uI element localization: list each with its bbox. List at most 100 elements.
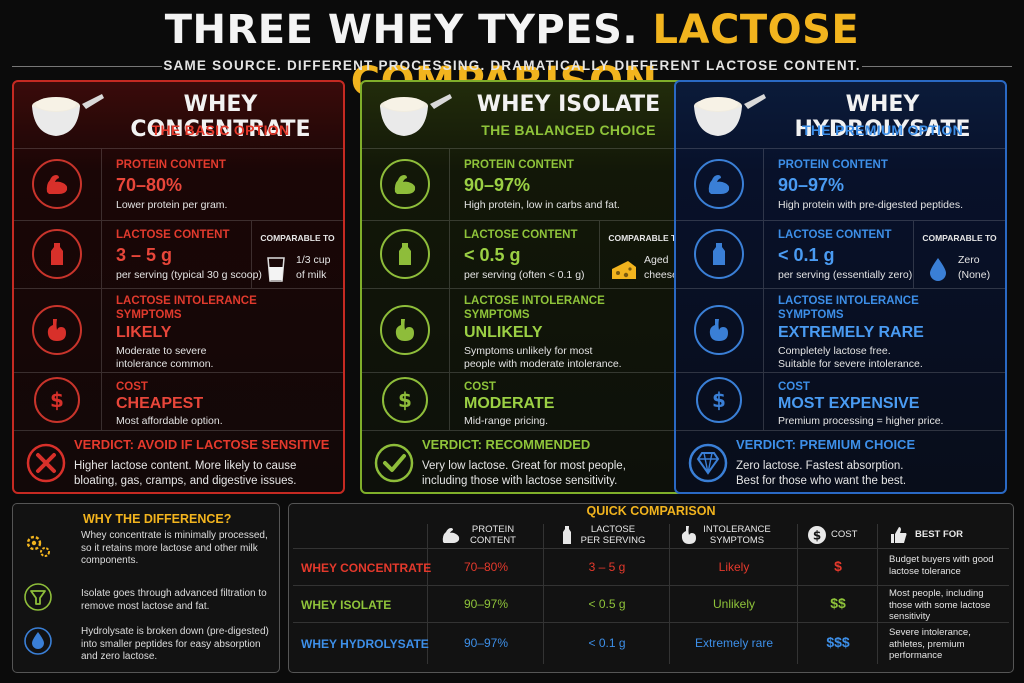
symptoms-desc-2: people with moderate intolerance. <box>464 358 622 370</box>
verdict-text-1: Higher lactose content. More likely to c… <box>74 460 297 472</box>
row-cost: $$$ <box>826 634 850 650</box>
symptoms-value: LIKELY <box>116 324 172 341</box>
lactose-row: LACTOSE CONTENT < 0.1 g per serving (ess… <box>676 220 1005 288</box>
row-name: WHEY HYDROLYSATE <box>301 637 429 651</box>
scoop-icon <box>32 94 104 136</box>
row-symptoms: Unlikely <box>712 597 755 611</box>
protein-row: PROTEIN CONTENT 90–97% High protein, low… <box>362 148 691 220</box>
cost-label: COST <box>778 381 810 393</box>
stomach-icon <box>380 305 430 355</box>
symptoms-desc-2: intolerance common. <box>116 358 214 370</box>
header-best-for: BEST FOR <box>889 518 999 554</box>
symptoms-desc-2: Suitable for severe intolerance. <box>778 358 923 370</box>
dollar-icon: $ <box>382 377 428 423</box>
table-row: WHEY HYDROLYSATE 90–97% < 0.1 g Extremel… <box>293 622 1009 666</box>
lactose-value: 3 – 5 g <box>116 245 173 265</box>
scoop-icon <box>380 94 452 136</box>
verdict-row: VERDICT: AVOID IF LACTOSE SENSITIVE High… <box>14 430 343 492</box>
verdict-row: VERDICT: RECOMMENDED Very low lactose. G… <box>362 430 691 492</box>
header-protein: PROTEIN CONTENT <box>441 518 531 554</box>
gears-icon <box>26 535 50 557</box>
lactose-desc: per serving (typical 30 g scoop) <box>116 269 262 281</box>
comparable-label: COMPARABLE TO <box>608 233 683 243</box>
row-best-for: Budget buyers with good lactose toleranc… <box>889 554 994 577</box>
lactose-label: LACTOSE CONTENT <box>464 229 578 241</box>
symptoms-desc-1: Symptoms unlikely for most <box>464 345 593 357</box>
milk-bottle-icon <box>32 229 82 279</box>
muscle-icon <box>442 528 460 543</box>
comparable-value-2: of milk <box>296 269 327 281</box>
header-protein-2: CONTENT <box>470 535 516 546</box>
card-title: WHEY ISOLATE <box>476 92 661 117</box>
comparable-value-1: 1/3 cup <box>296 254 331 266</box>
why-text-concentrate: Whey concentrate is minimally processed,… <box>81 530 268 566</box>
header-symptoms: INTOLERANCE SYMPTOMS <box>679 518 789 554</box>
header-cost: $ COST <box>807 518 877 554</box>
quick-title: QUICK COMPARISON <box>586 504 716 518</box>
diamond-icon <box>688 443 728 483</box>
dollar-icon: $ <box>34 377 80 423</box>
muscle-icon <box>32 159 82 209</box>
stomach-icon <box>32 305 82 355</box>
dollar-icon: $ <box>808 526 826 544</box>
symptoms-value: EXTREMELY RARE <box>778 324 924 341</box>
card-title: WHEY HYDROLYSATE <box>794 92 971 142</box>
header-lactose-2: PER SERVING <box>580 535 646 546</box>
lactose-row: LACTOSE CONTENT < 0.5 g per serving (oft… <box>362 220 691 288</box>
card-whey-hydrolysate: WHEY HYDROLYSATE THE PREMIUM OPTION PROT… <box>674 80 1007 494</box>
verdict-row: VERDICT: PREMIUM CHOICE Zero lactose. Fa… <box>676 430 1005 492</box>
row-protein: 70–80% <box>463 560 509 574</box>
row-cost: $ <box>834 558 842 574</box>
why-the-difference-panel: WHY THE DIFFERENCE? Whey concentrate is … <box>12 503 280 673</box>
cost-row: $ COST MOST EXPENSIVE Premium processing… <box>676 372 1005 430</box>
drop-icon <box>24 627 52 655</box>
symptoms-label-1: LACTOSE INTOLERANCE <box>778 295 919 307</box>
header-best-label: BEST FOR <box>915 529 964 540</box>
row-best-for: Most people, including those with some l… <box>889 588 991 622</box>
lactose-value: < 0.5 g <box>464 245 521 265</box>
symptoms-desc-1: Completely lactose free. <box>778 345 891 357</box>
title-part-1: THREE WHEY TYPES. <box>164 7 639 53</box>
comparable-label: COMPARABLE TO <box>922 233 997 243</box>
comparable-box: COMPARABLE TO Aged cheese <box>599 221 691 288</box>
divider-left <box>12 66 162 67</box>
symptoms-value: UNLIKELY <box>464 324 543 341</box>
quick-comparison-table: QUICK COMPARISON PROTEIN CONTENT LACTOSE… <box>288 503 1014 673</box>
row-protein: 90–97% <box>463 597 509 611</box>
card-subtitle: THE BALANCED CHOICE <box>481 122 656 138</box>
comparable-label: COMPARABLE TO <box>260 233 335 243</box>
row-best-for: Severe intolerance, athletes, premium pe… <box>889 627 971 661</box>
protein-desc: Lower protein per gram. <box>116 199 228 211</box>
cost-value: MODERATE <box>464 395 555 412</box>
lactose-label: LACTOSE CONTENT <box>778 229 892 241</box>
svg-text:$: $ <box>712 388 726 412</box>
symptoms-row: LACTOSE INTOLERANCE SYMPTOMS LIKELY Mode… <box>14 288 343 372</box>
why-text-isolate: Isolate goes through advanced filtration… <box>81 588 267 612</box>
dollar-icon: $ <box>696 377 742 423</box>
row-symptoms: Extremely rare <box>694 636 774 650</box>
cost-desc: Premium processing = higher price. <box>778 415 944 427</box>
comparable-value-1: Zero <box>958 254 980 266</box>
lactose-desc: per serving (essentially zero) <box>778 269 913 281</box>
cost-value: CHEAPEST <box>116 395 204 412</box>
muscle-icon <box>380 159 430 209</box>
verdict-label: VERDICT: PREMIUM CHOICE <box>736 437 916 452</box>
table-row: WHEY ISOLATE 90–97% < 0.5 g Unlikely $$ … <box>293 585 1009 622</box>
verdict-text-1: Zero lactose. Fastest absorption. <box>736 460 904 472</box>
comparable-value-1: Aged <box>644 254 669 266</box>
cost-row: $ COST MODERATE Mid-range pricing. <box>362 372 691 430</box>
verdict-text-2: bloating, gas, cramps, and digestive iss… <box>74 475 297 487</box>
svg-text:$: $ <box>50 388 64 412</box>
header-symptoms-2: SYMPTOMS <box>709 535 765 546</box>
symptoms-label-1: LACTOSE INTOLERANCE <box>464 295 605 307</box>
card-whey-isolate: WHEY ISOLATE THE BALANCED CHOICE PROTEIN… <box>360 80 693 494</box>
stomach-icon <box>694 305 744 355</box>
protein-label: PROTEIN CONTENT <box>464 159 574 171</box>
cheese-icon <box>612 261 636 279</box>
header-cost-label: COST <box>831 529 858 540</box>
table-row: WHEY CONCENTRATE 70–80% 3 – 5 g Likely $… <box>293 548 1009 585</box>
verdict-label: VERDICT: AVOID IF LACTOSE SENSITIVE <box>74 437 330 452</box>
symptoms-row: LACTOSE INTOLERANCE SYMPTOMS EXTREMELY R… <box>676 288 1005 372</box>
thumbs-up-icon <box>891 527 907 543</box>
x-icon <box>26 443 66 483</box>
